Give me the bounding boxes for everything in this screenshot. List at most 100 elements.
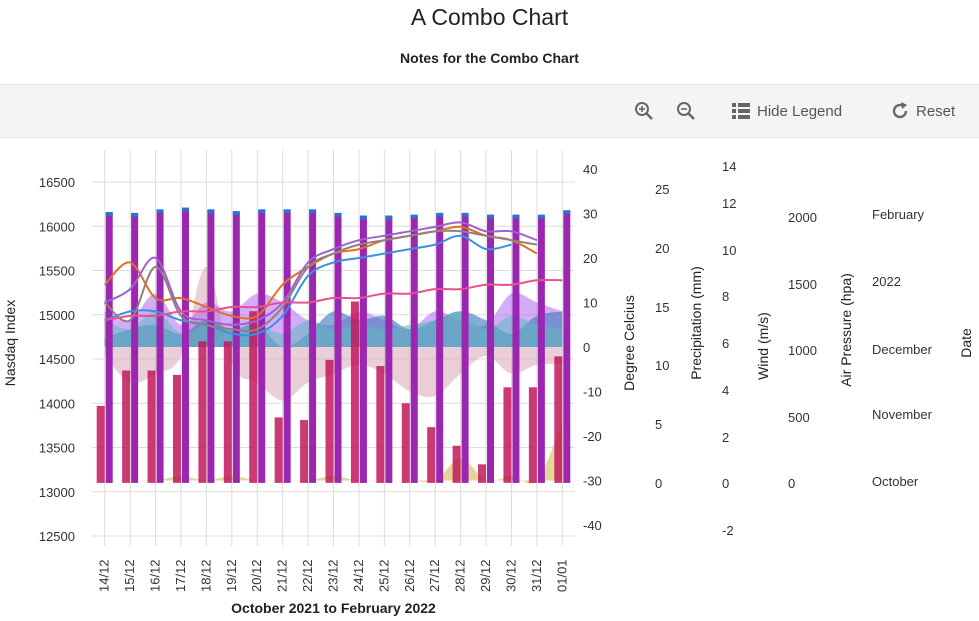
area-series-4 <box>104 266 563 401</box>
precipitation-tick-label: 25 <box>655 182 669 197</box>
wind-tick-label: 8 <box>722 289 729 304</box>
wind-axis-title: Wind (m/s) <box>755 312 771 380</box>
x-tick-label: 30/12 <box>503 559 518 592</box>
line-series-5 <box>104 278 563 322</box>
bar-series-2-bar <box>325 359 334 483</box>
bar-series-1-bar <box>283 210 291 483</box>
bar-series-1-bar <box>537 215 545 483</box>
bar-series-1-cap <box>512 214 520 219</box>
wind-tick-label: 14 <box>722 159 736 174</box>
bar-series-1-cap <box>283 209 291 214</box>
bar-series-1-bar <box>105 212 113 483</box>
bar-series-1-bar <box>359 216 367 483</box>
wind-tick-label: 4 <box>722 383 729 398</box>
bar-series-2-bar <box>350 301 359 483</box>
x-tick-label: 19/12 <box>224 559 239 592</box>
bar-series-1-bar <box>232 212 240 483</box>
x-tick-label: 15/12 <box>122 559 137 592</box>
reset-label: Reset <box>916 102 956 120</box>
nasdaq-tick-label: 14000 <box>39 396 75 411</box>
bar-series-1-cap <box>436 212 444 217</box>
x-tick-label: 23/12 <box>326 559 341 592</box>
x-tick-label: 17/12 <box>173 559 188 592</box>
x-tick-label: 16/12 <box>148 559 163 592</box>
wind-tick-label: 0 <box>722 476 729 491</box>
zoom-in-button[interactable] <box>634 98 654 124</box>
list-icon <box>732 103 750 119</box>
bar-series-1-cap <box>309 209 317 214</box>
bar-series-1-bar <box>334 213 342 483</box>
bar-series-1-bar <box>487 215 495 483</box>
bar-series-1-cap <box>359 215 367 220</box>
pressure-tick-label: 1000 <box>788 343 817 358</box>
line-series-4 <box>104 229 538 333</box>
bar-series-1-bar <box>181 208 189 483</box>
nasdaq-axis-title: Nasdaq Index <box>2 300 18 386</box>
date-tick-label: 2022 <box>872 274 901 289</box>
precipitation-axis-title: Precipitation (mm) <box>688 266 704 380</box>
bar-series-1-cap <box>105 211 113 216</box>
celsius-tick-label: -20 <box>583 429 602 444</box>
hide-legend-button[interactable]: Hide Legend <box>731 98 842 124</box>
celsius-tick-label: 40 <box>583 162 597 177</box>
chart-subtitle: Notes for the Combo Chart <box>400 50 579 66</box>
zoom-out-button[interactable] <box>676 98 696 124</box>
celsius-tick-label: 30 <box>583 207 597 222</box>
bar-series-1-cap <box>487 214 495 219</box>
pressure-tick-label: 1500 <box>788 277 817 292</box>
zoom-in-icon <box>635 102 653 120</box>
area-series-2 <box>104 311 563 347</box>
x-tick-label: 21/12 <box>275 559 290 592</box>
chart-toolbar: Hide Legend Reset <box>0 84 979 138</box>
bar-series-2-bar <box>452 445 461 483</box>
bar-series-1-bar <box>309 210 317 483</box>
pressure-tick-label: 2000 <box>788 210 817 225</box>
celsius-tick-label: -10 <box>583 385 602 400</box>
bar-series-1-cap <box>537 214 545 219</box>
bar-series-1-cap <box>181 207 189 212</box>
x-tick-label: 22/12 <box>300 559 315 592</box>
bar-series-1-cap <box>334 212 342 217</box>
wind-tick-label: 2 <box>722 430 729 445</box>
zoom-out-icon <box>677 102 695 120</box>
nasdaq-tick-label: 13500 <box>39 441 75 456</box>
nasdaq-tick-label: 14500 <box>39 352 75 367</box>
bar-series-1-bar <box>410 215 418 483</box>
hide-legend-label: Hide Legend <box>757 102 843 120</box>
bar-series-1-cap <box>563 210 571 215</box>
bar-series-1-cap <box>232 211 240 216</box>
celsius-tick-label: 20 <box>583 251 597 266</box>
area-series-5 <box>104 422 563 484</box>
bar-series-2-bar <box>503 387 512 483</box>
bar-series-1-cap <box>156 209 164 214</box>
bar-series-2-bar <box>198 341 207 483</box>
bar-series-2-bar <box>122 370 131 483</box>
x-tick-label: 24/12 <box>351 559 366 592</box>
celsius-tick-label: -30 <box>583 474 602 489</box>
bar-series-2-bar <box>478 464 487 483</box>
reset-button[interactable]: Reset <box>890 98 955 124</box>
celsius-tick-label: 0 <box>583 340 590 355</box>
x-tick-label: 18/12 <box>198 559 213 592</box>
bar-series-2-bar <box>249 311 258 483</box>
bar-series-2-bar <box>172 374 181 483</box>
bar-series-2-bar <box>300 420 309 483</box>
bar-series-1-bar <box>258 210 266 483</box>
bar-series-1-cap <box>385 215 393 220</box>
celsius-tick-label: -40 <box>583 518 602 533</box>
nasdaq-tick-label: 15500 <box>39 264 75 279</box>
celsius-axis-title: Degree Celcius <box>621 295 637 391</box>
reset-icon <box>892 102 908 119</box>
precipitation-tick-label: 10 <box>655 358 669 373</box>
date-tick-label: December <box>872 342 933 357</box>
nasdaq-tick-label: 16000 <box>39 219 75 234</box>
bar-series-1-cap <box>207 209 215 214</box>
precipitation-tick-label: 20 <box>655 241 669 256</box>
x-tick-label: 31/12 <box>529 559 544 592</box>
pressure-tick-label: 0 <box>788 476 795 491</box>
bar-series-1-bar <box>131 213 139 483</box>
bar-series-1-cap <box>258 209 266 214</box>
bar-series-1-bar <box>156 210 164 483</box>
bar-series-2-bar <box>554 356 563 483</box>
